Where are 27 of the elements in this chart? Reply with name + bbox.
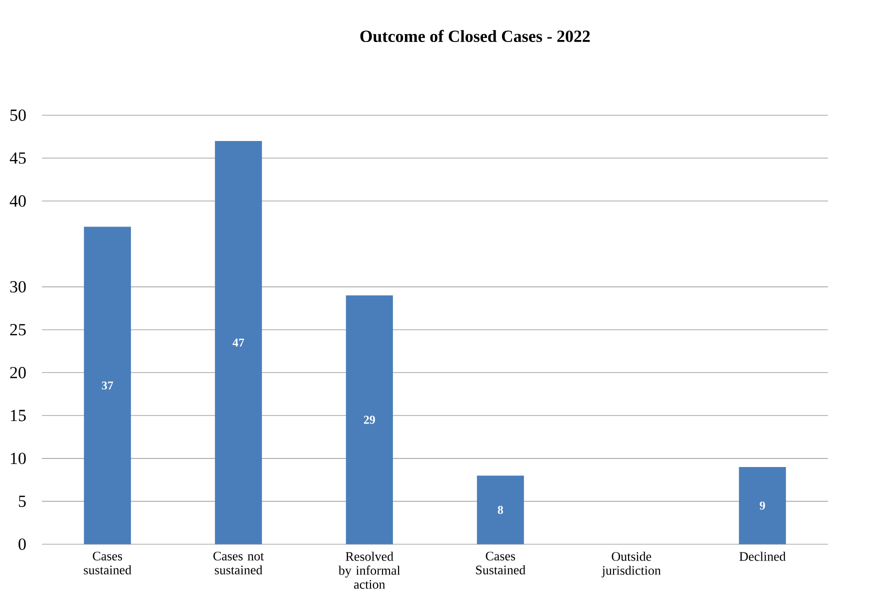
y-tick-label: 50 <box>10 110 26 121</box>
data-label: 29 <box>364 416 375 424</box>
y-tick-label: 30 <box>10 281 26 293</box>
data-label: 47 <box>232 338 244 347</box>
x-tick-label: Cases not sustained <box>213 552 264 574</box>
bar <box>346 295 393 544</box>
x-tick-label: Resolved by informal action <box>338 552 400 589</box>
chart-title: Outcome of Closed Cases - 2022 <box>360 30 590 42</box>
x-tick-label: Outside jurisdiction <box>602 552 661 578</box>
y-tick-label: 40 <box>10 195 26 207</box>
data-label: 8 <box>498 506 504 514</box>
y-tick-label: 20 <box>10 366 26 378</box>
y-tick-label: 0 <box>18 538 26 550</box>
y-tick-label: 5 <box>18 496 26 507</box>
y-tick-label: 45 <box>10 152 26 164</box>
bar <box>84 226 131 544</box>
bar <box>214 140 262 544</box>
y-tick-label: 10 <box>10 452 26 464</box>
x-tick-label: Cases Sustained <box>476 552 526 574</box>
bar <box>738 467 786 544</box>
data-label: 9 <box>760 502 765 510</box>
y-tick-label: 15 <box>10 410 26 422</box>
y-tick-label: 25 <box>10 324 26 336</box>
data-label: 37 <box>102 381 114 390</box>
x-tick-label: Cases sustained <box>84 552 132 574</box>
bar <box>476 476 524 544</box>
x-tick-label: Declined <box>739 552 786 561</box>
